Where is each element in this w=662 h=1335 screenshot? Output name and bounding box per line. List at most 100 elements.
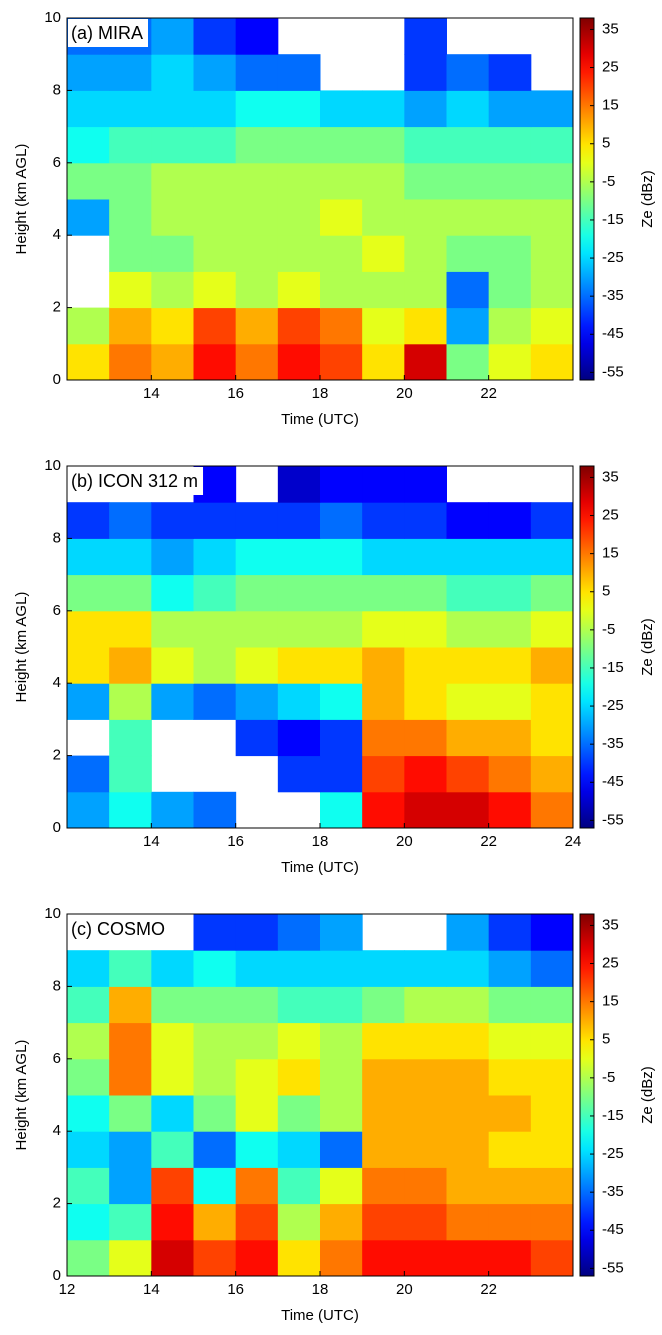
heat-cell [109, 199, 152, 236]
heat-cell [193, 791, 237, 829]
heat-cell [446, 755, 490, 793]
heat-cell [151, 791, 194, 829]
heat-cell [446, 1131, 490, 1168]
heat-cell [404, 1022, 447, 1060]
panel-title: (b) ICON 312 m [71, 471, 198, 491]
heat-cell [362, 647, 405, 684]
title-box [68, 467, 204, 495]
heat-cell [320, 466, 363, 503]
heat-cell [193, 502, 237, 539]
heat-cell [404, 235, 447, 272]
x-tick-label: 18 [312, 1281, 329, 1298]
heat-cell [67, 54, 110, 91]
heat-cell [404, 466, 447, 503]
heat-cell [67, 683, 110, 720]
colorbar-tick-label: -55 [602, 1259, 624, 1276]
heat-cell [362, 791, 405, 829]
heat-cell [277, 1167, 321, 1205]
heat-cell [109, 1131, 152, 1168]
heat-cell [235, 914, 279, 951]
heat-cell [277, 914, 321, 951]
heat-cell [277, 126, 321, 164]
y-tick-label: 8 [53, 81, 61, 98]
heat-cell [277, 199, 321, 236]
heat-cell [530, 950, 574, 987]
heat-cell [488, 502, 532, 539]
heat-cell [109, 950, 152, 987]
heat-cell [362, 90, 405, 128]
heat-cell [109, 574, 152, 612]
colorbar [579, 17, 595, 381]
y-tick-label: 6 [53, 1050, 61, 1067]
heat-cell [151, 126, 194, 164]
heat-cell [193, 610, 237, 648]
heat-cell [151, 343, 194, 381]
heat-cell [446, 343, 490, 381]
panel-title: (c) COSMO [71, 919, 165, 939]
x-tick-label: 14 [143, 385, 160, 402]
colorbar-tick-label: -35 [602, 1183, 624, 1200]
heat-cell [446, 950, 490, 987]
colorbar-tick-label: -55 [602, 811, 624, 828]
x-axis-label: Time (UTC) [281, 1307, 359, 1324]
heat-cell [109, 755, 152, 793]
heat-cell [488, 950, 532, 987]
colorbar-tick-label: -35 [602, 735, 624, 752]
heat-cell [151, 90, 194, 128]
heat-cell [67, 610, 110, 648]
heat-cell [277, 1239, 321, 1277]
y-tick-label: 4 [53, 226, 61, 243]
heat-cell [446, 199, 490, 236]
colorbar-tick-label: -5 [602, 621, 615, 638]
heat-cell [488, 343, 532, 381]
heat-cell [320, 271, 363, 309]
heat-cell [362, 307, 405, 345]
heat-cell [277, 466, 321, 503]
heat-cell [320, 126, 363, 164]
heat-cell [193, 1203, 237, 1241]
heat-cell [320, 502, 363, 539]
panel-title: (a) MIRA [71, 23, 143, 43]
heat-cell [404, 271, 447, 309]
heat-cell [151, 1203, 194, 1241]
x-tick-label: 20 [396, 1281, 413, 1298]
colorbar-tick-label: 5 [602, 1031, 610, 1048]
y-tick-label: 10 [44, 9, 61, 26]
heat-cell [362, 538, 405, 576]
heat-cell [488, 90, 532, 128]
heat-cell [109, 90, 152, 128]
colorbar-tick-label: 15 [602, 993, 619, 1010]
heat-cell [151, 1058, 194, 1096]
heat-cell [151, 162, 194, 200]
heat-cell [109, 719, 152, 757]
heat-cell [320, 90, 363, 128]
heat-cell [67, 1239, 110, 1277]
heat-cell [530, 90, 574, 128]
heat-cell [193, 90, 237, 128]
heat-cell [109, 1022, 152, 1060]
heat-cell [151, 1239, 194, 1277]
y-tick-label: 2 [53, 1195, 61, 1212]
colorbar-tick-label: -15 [602, 211, 624, 228]
heat-cell [488, 126, 532, 164]
heat-cell [530, 610, 574, 648]
heat-cell [193, 199, 237, 236]
heat-cell [404, 502, 447, 539]
colorbar-tick-label: -35 [602, 287, 624, 304]
title-box [68, 915, 170, 943]
heat-cell [530, 271, 574, 309]
heat-cell [320, 647, 363, 684]
heat-cell [277, 1095, 321, 1132]
heat-cell [530, 126, 574, 164]
heat-cell [320, 162, 363, 200]
y-axis-label: Height (km AGL) [13, 144, 30, 255]
heat-cell [320, 755, 363, 793]
heat-cell [404, 791, 447, 829]
heat-cell [193, 647, 237, 684]
heat-cell [404, 1239, 447, 1277]
heat-cell [488, 610, 532, 648]
heat-cell [235, 538, 279, 576]
heat-cell [488, 683, 532, 720]
heat-cell [277, 647, 321, 684]
